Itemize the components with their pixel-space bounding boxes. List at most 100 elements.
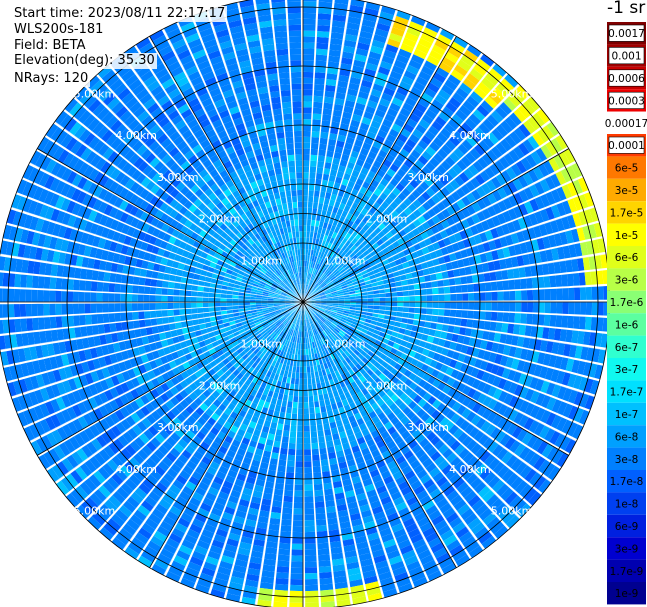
ppi-cell [499, 101, 513, 115]
ppi-cell [319, 233, 325, 241]
ppi-cell [193, 379, 203, 388]
ppi-cell [296, 449, 303, 456]
ppi-cell [348, 314, 355, 318]
ppi-cell [526, 313, 533, 325]
ppi-cell [278, 315, 284, 320]
ppi-cell [328, 257, 334, 264]
ppi-cell [327, 144, 335, 152]
ppi-cell [262, 425, 270, 434]
ppi-cell [388, 128, 400, 138]
ppi-cell [561, 184, 573, 199]
ppi-cell [332, 329, 339, 336]
ppi-cell [236, 448, 246, 457]
ppi-cell [585, 302, 593, 315]
ppi-cell [134, 487, 148, 500]
ppi-cell [536, 108, 550, 124]
ppi-cell [195, 583, 210, 594]
ppi-cell [158, 444, 169, 456]
ppi-cell [192, 435, 203, 446]
ppi-cell [528, 338, 537, 350]
ppi-cell [273, 334, 279, 341]
ppi-cell [478, 140, 490, 153]
ppi-cell [186, 320, 194, 327]
ppi-cell [347, 567, 361, 576]
ppi-cell [376, 398, 385, 407]
ppi-cell [415, 102, 427, 114]
ppi-cell [428, 537, 442, 549]
ppi-cell [316, 278, 322, 284]
ppi-cell [318, 7, 332, 15]
ppi-cell [344, 264, 351, 271]
ppi-cell [413, 209, 422, 218]
ppi-cell [310, 148, 318, 156]
ppi-cell [261, 456, 270, 464]
ppi-cell [270, 372, 276, 380]
ppi-cell [472, 109, 486, 122]
ppi-cell [321, 283, 327, 288]
ppi-cell [303, 402, 309, 409]
ppi-cell [369, 274, 376, 280]
ppi-cell [382, 247, 390, 255]
ppi-cell [244, 412, 253, 421]
ppi-cell [467, 517, 482, 530]
ppi-cell [550, 369, 560, 383]
ppi-cell [293, 305, 299, 310]
ppi-cell [166, 410, 176, 421]
ppi-cell [56, 329, 65, 341]
ppi-cell [441, 271, 449, 279]
ppi-cell [309, 231, 314, 238]
ppi-cell [247, 331, 254, 338]
ppi-cell [75, 466, 88, 481]
ppi-cell [559, 260, 567, 273]
ppi-cell [455, 416, 466, 428]
ppi-cell [469, 426, 480, 439]
ppi-cell [127, 321, 134, 330]
ppi-cell [372, 286, 379, 291]
ppi-cell [424, 130, 436, 141]
ppi-cell [369, 231, 377, 239]
ppi-cell [26, 361, 36, 376]
ppi-cell [482, 241, 491, 252]
ppi-cell [490, 427, 501, 440]
ppi-cell [470, 225, 479, 236]
ppi-cell [357, 547, 371, 556]
ppi-cell [572, 424, 584, 440]
ppi-cell [329, 332, 335, 339]
ppi-cell [315, 346, 320, 354]
ppi-cell [448, 96, 462, 109]
ppi-cell [111, 455, 124, 468]
ppi-cell [181, 270, 189, 278]
ppi-cell [555, 218, 565, 232]
ppi-cell [127, 275, 134, 285]
ppi-cell [303, 95, 313, 102]
ppi-cell [455, 310, 463, 318]
ppi-cell [320, 363, 325, 371]
ppi-cell [358, 343, 366, 350]
ppi-cell [372, 114, 384, 124]
ppi-cell [535, 378, 545, 392]
ppi-cell [335, 240, 342, 248]
ppi-cell [131, 294, 138, 302]
ppi-cell [597, 302, 604, 316]
ppi-cell [425, 504, 438, 516]
ppi-cell [336, 221, 343, 229]
ppi-cell [303, 178, 309, 185]
ppi-cell [185, 339, 193, 347]
ppi-cell [372, 505, 384, 515]
ppi-cell [304, 307, 307, 314]
ppi-cell [416, 490, 429, 501]
ppi-cell [168, 316, 175, 324]
ppi-cell [37, 233, 46, 247]
ppi-cell [391, 297, 398, 302]
ppi-cell [315, 377, 321, 384]
ppi-cell [546, 121, 560, 137]
ppi-cell [267, 529, 279, 537]
ppi-cell [386, 364, 394, 372]
ppi-cell [449, 135, 461, 147]
ppi-cell [318, 560, 331, 567]
ppi-cell [407, 91, 420, 102]
ppi-cell [281, 308, 287, 312]
ppi-cell [252, 316, 259, 321]
ppi-cell [399, 392, 409, 402]
ppi-cell [303, 148, 310, 155]
